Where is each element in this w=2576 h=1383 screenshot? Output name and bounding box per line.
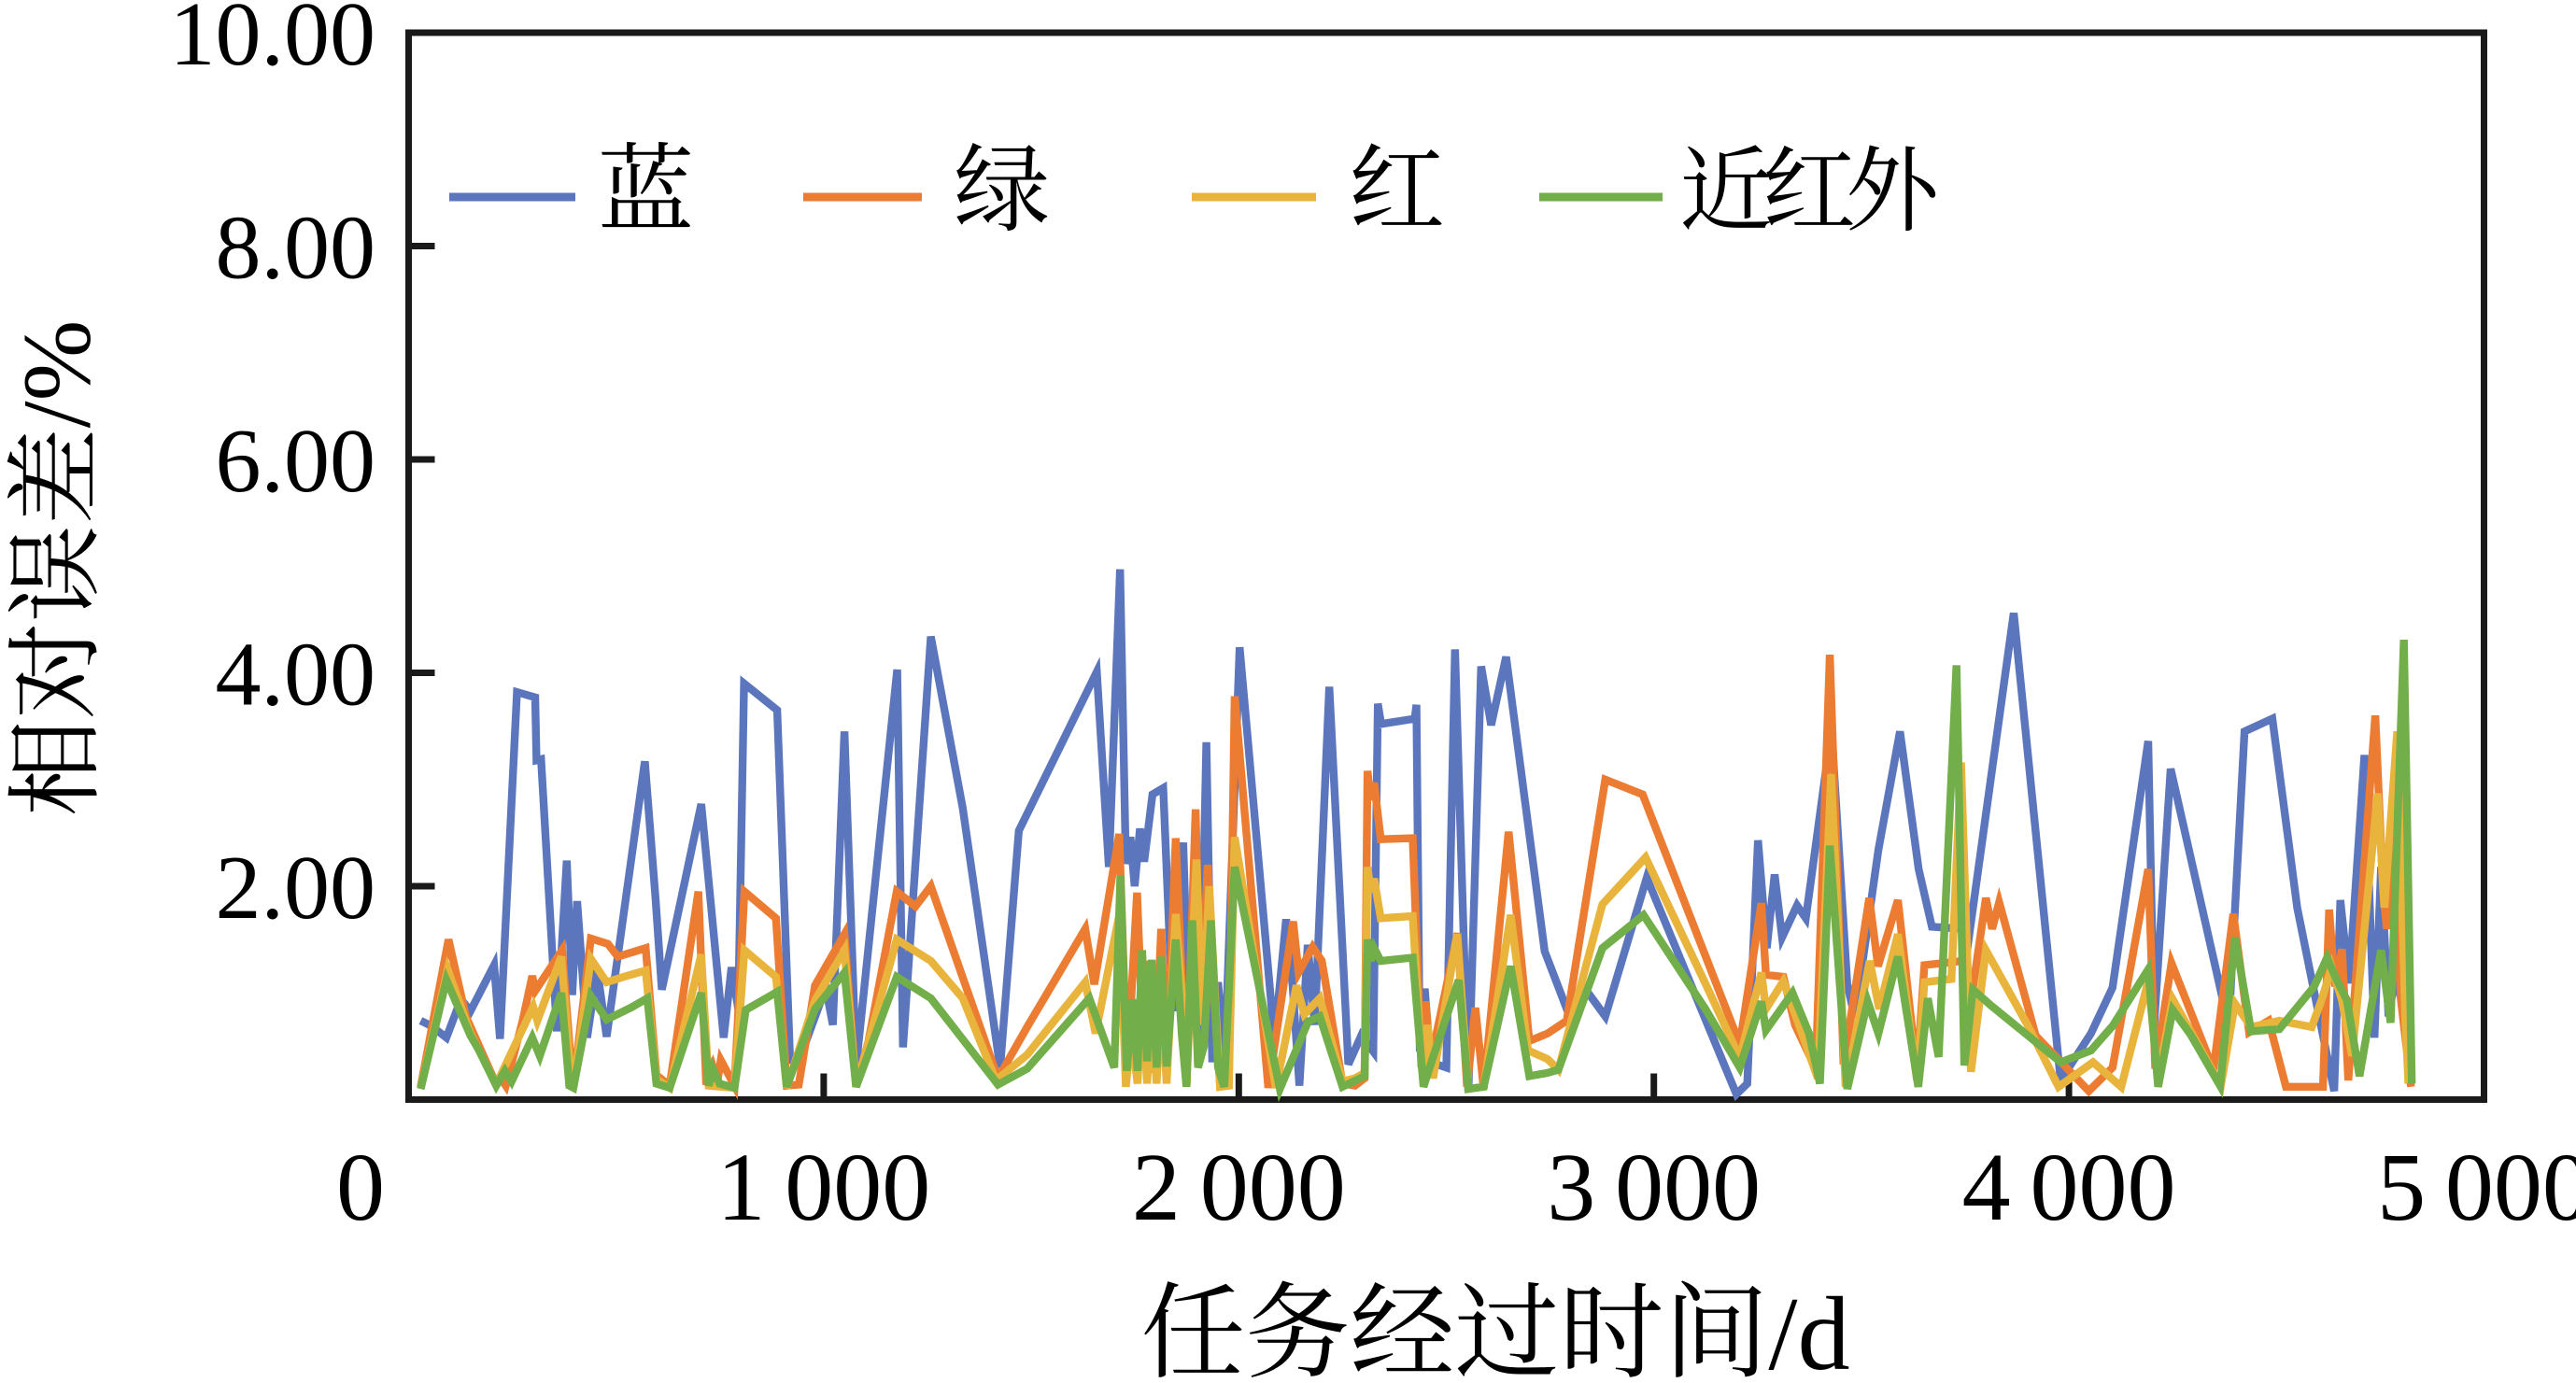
svg-text:/: / xyxy=(4,401,111,428)
svg-text:4 000: 4 000 xyxy=(1962,1134,2176,1241)
svg-text:10.00: 10.00 xyxy=(170,0,376,85)
svg-text:1 000: 1 000 xyxy=(716,1134,930,1241)
svg-text:0: 0 xyxy=(336,1134,385,1241)
svg-text:6.00: 6.00 xyxy=(216,411,376,512)
svg-text:2 000: 2 000 xyxy=(1132,1134,1346,1241)
svg-text:5 000: 5 000 xyxy=(2377,1134,2576,1241)
svg-text:2.00: 2.00 xyxy=(216,838,376,938)
svg-text:/: / xyxy=(1768,1277,1798,1378)
svg-text:d: d xyxy=(1798,1277,1850,1378)
svg-text:%: % xyxy=(4,320,111,402)
svg-text:3 000: 3 000 xyxy=(1547,1134,1761,1241)
svg-text:8.00: 8.00 xyxy=(216,198,376,299)
svg-text:4.00: 4.00 xyxy=(216,625,376,726)
